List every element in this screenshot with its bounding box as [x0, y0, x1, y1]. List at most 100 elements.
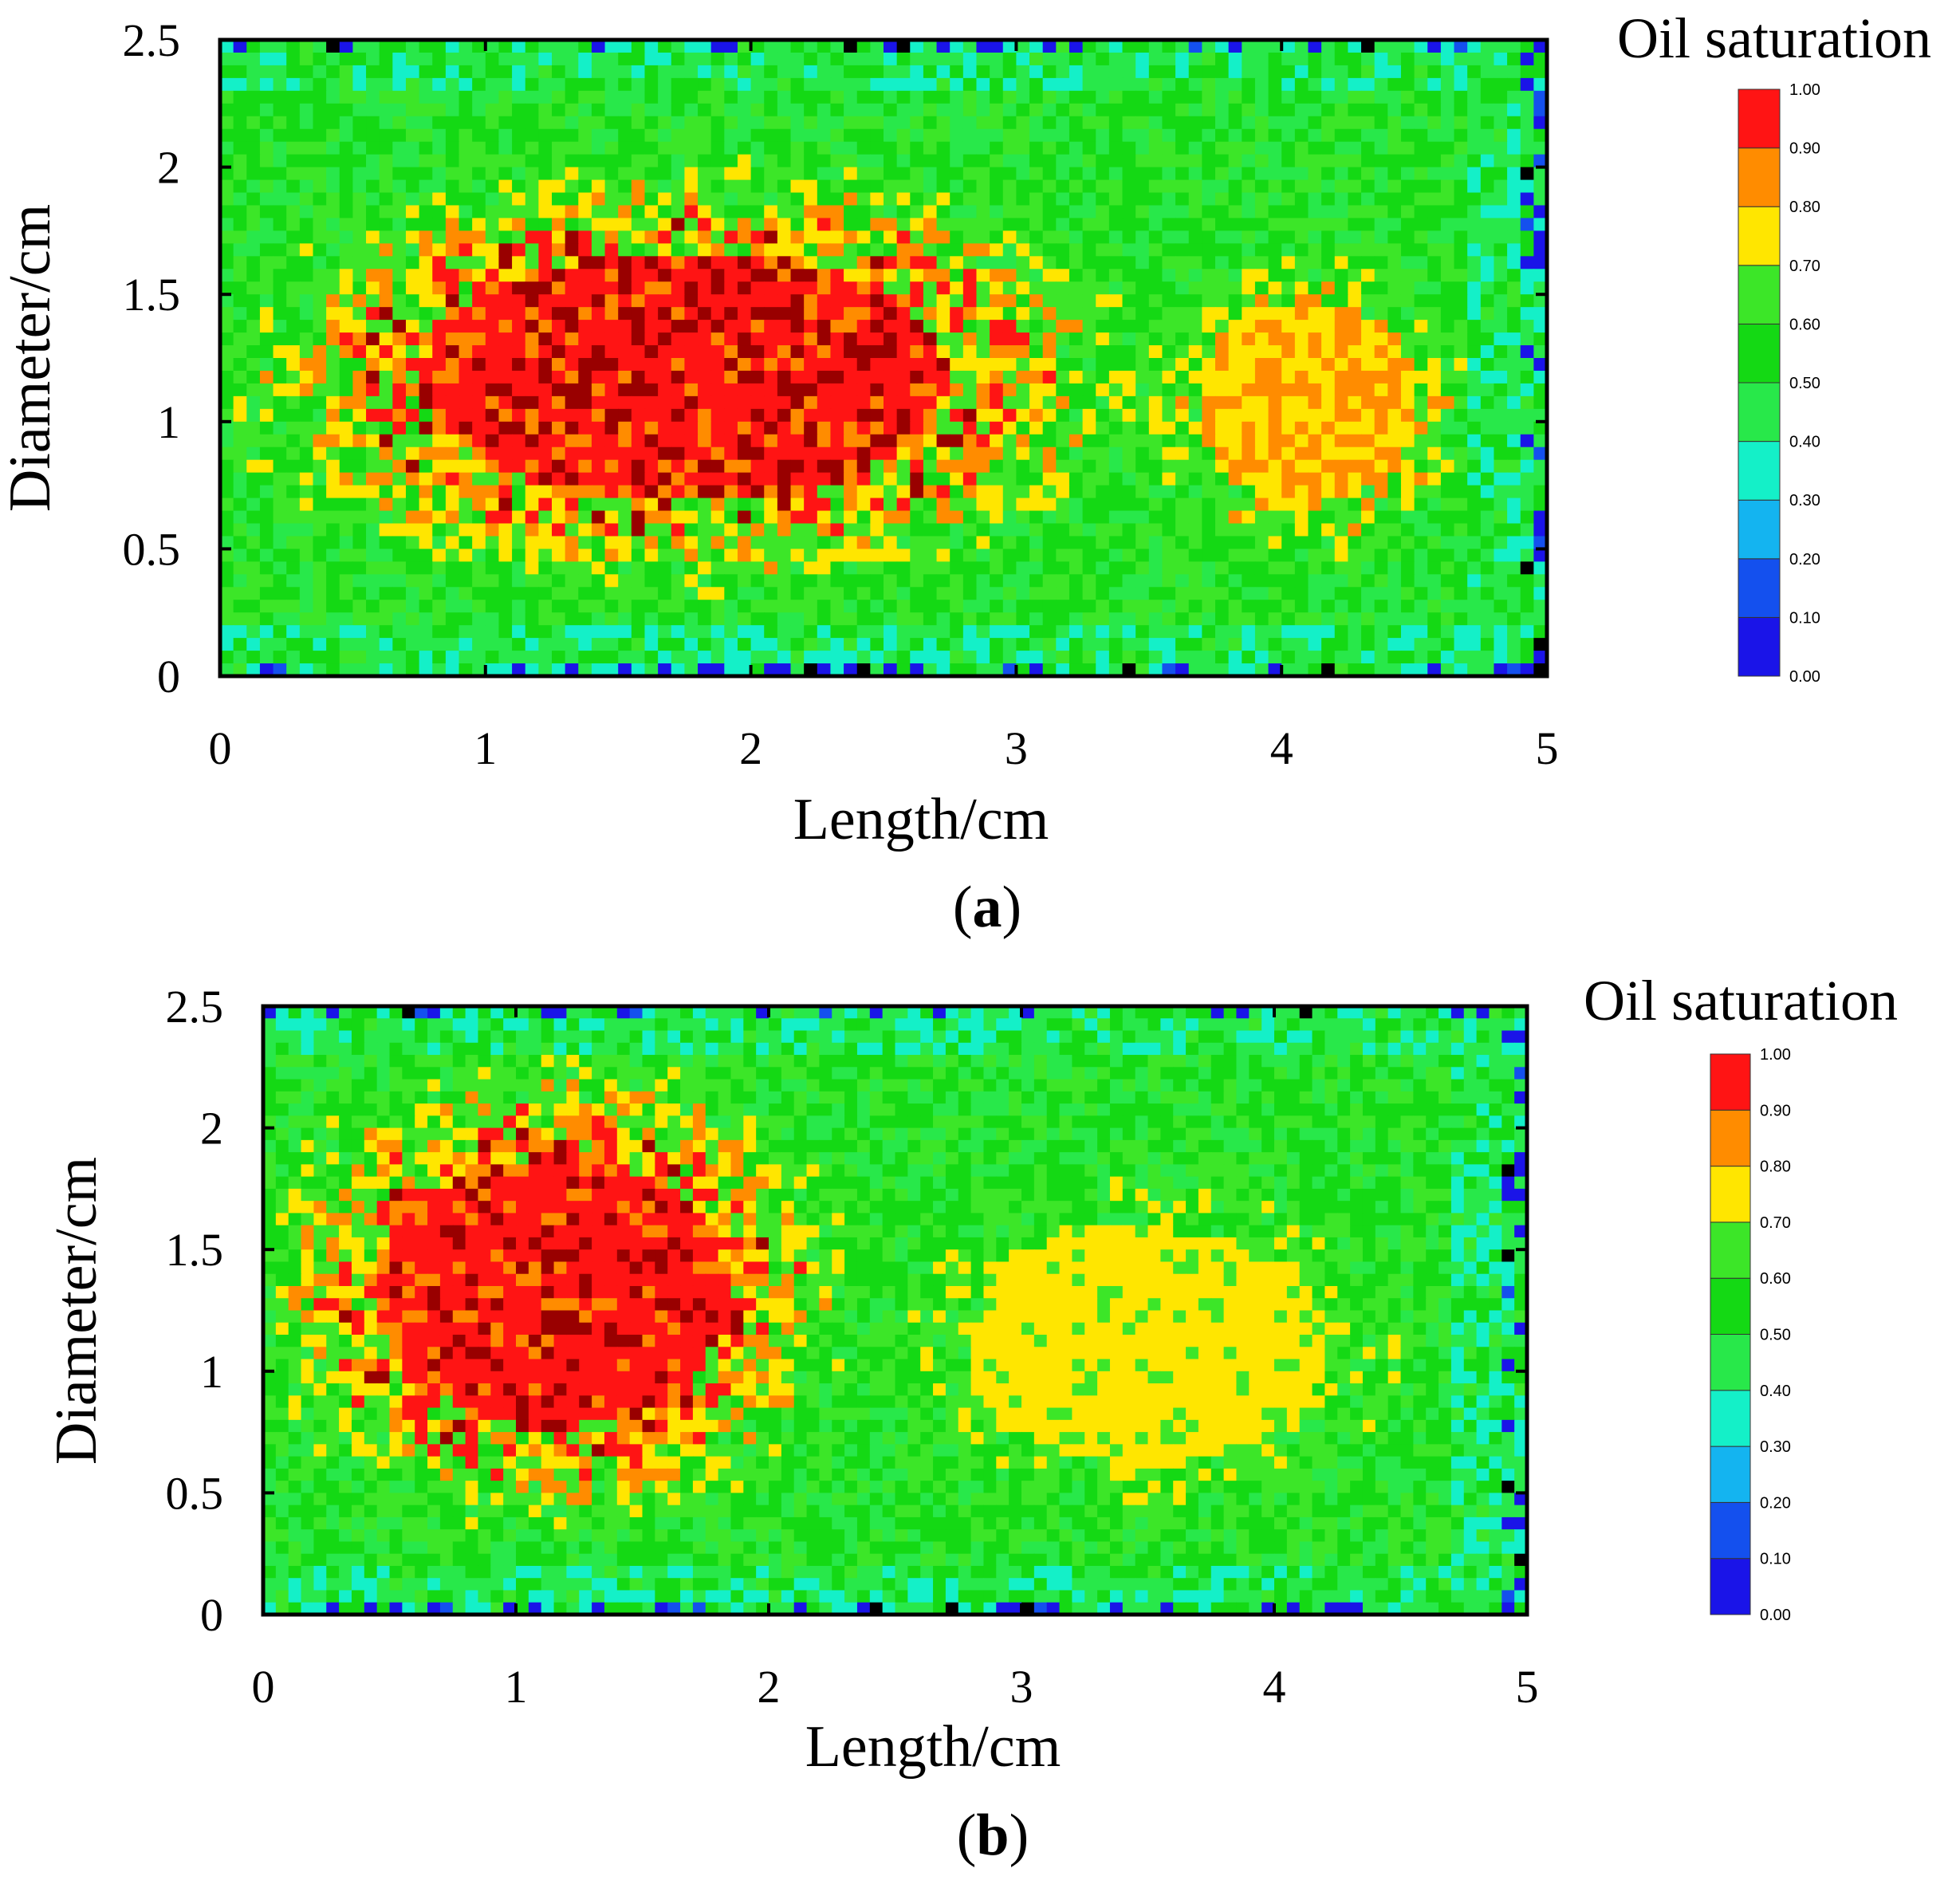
- heatmap-cell: [1321, 358, 1336, 372]
- heatmap-cell: [445, 446, 460, 461]
- heatmap-cell: [737, 167, 752, 181]
- heatmap-cell: [817, 574, 832, 588]
- heatmap-cell: [1281, 523, 1296, 537]
- heatmap-cell: [405, 536, 420, 549]
- heatmap-cell: [326, 65, 340, 79]
- heatmap-cell: [313, 536, 327, 549]
- heatmap-cell: [698, 65, 712, 79]
- heatmap-cell: [1454, 523, 1468, 537]
- heatmap-cell: [326, 103, 340, 117]
- heatmap-cell: [790, 205, 805, 219]
- heatmap-cell: [950, 651, 964, 664]
- heatmap-cell: [1520, 269, 1534, 282]
- heatmap-cell: [910, 472, 924, 486]
- heatmap-cell: [658, 320, 672, 333]
- heatmap-cell: [432, 281, 447, 295]
- heatmap-cell: [445, 205, 460, 219]
- heatmap-cell: [1427, 307, 1442, 321]
- heatmap-cell: [246, 561, 261, 575]
- heatmap-cell: [962, 269, 978, 282]
- heatmap-cell: [1135, 141, 1150, 155]
- heatmap-cell: [512, 574, 526, 588]
- heatmap-cell: [1414, 587, 1428, 600]
- heatmap-cell: [1175, 485, 1190, 499]
- heatmap-cell: [1242, 446, 1256, 461]
- heatmap-cell: [1108, 154, 1124, 168]
- heatmap-cell: [1281, 218, 1296, 231]
- heatmap-cell: [432, 269, 447, 282]
- heatmap-cell: [1454, 625, 1468, 639]
- heatmap-cell: [1148, 358, 1163, 372]
- heatmap-cell: [1108, 625, 1124, 639]
- heatmap-cell: [220, 141, 234, 155]
- heatmap-cell: [1042, 383, 1057, 397]
- heatmap-cell: [1507, 269, 1521, 282]
- heatmap-cell: [817, 77, 832, 92]
- heatmap-cell: [817, 103, 832, 117]
- heatmap-cell: [1414, 408, 1428, 423]
- heatmap-cell: [658, 612, 672, 626]
- heatmap-cell: [724, 358, 738, 372]
- heatmap-cell: [1294, 128, 1309, 143]
- heatmap-cell: [419, 383, 433, 397]
- heatmap-cell: [1042, 256, 1057, 269]
- heatmap-cell: [1348, 179, 1362, 194]
- heatmap-cell: [1029, 218, 1044, 231]
- heatmap-cell: [684, 587, 699, 600]
- heatmap-cell: [498, 307, 513, 321]
- heatmap-cell: [552, 281, 566, 295]
- heatmap-cell: [790, 52, 805, 66]
- heatmap-cell: [1108, 549, 1124, 562]
- heatmap-cell: [1533, 408, 1548, 423]
- heatmap-cell: [326, 116, 340, 130]
- heatmap-cell: [220, 243, 234, 257]
- heatmap-cell: [1494, 52, 1508, 66]
- heatmap-cell: [1148, 383, 1163, 397]
- heatmap-cell: [313, 638, 327, 651]
- heatmap-cell: [326, 408, 340, 423]
- heatmap-cell: [870, 434, 884, 448]
- heatmap-cell: [259, 523, 274, 537]
- heatmap-cell: [1414, 358, 1428, 372]
- heatmap-cell: [936, 358, 950, 372]
- heatmap-cell: [1308, 320, 1322, 333]
- heatmap-cell: [220, 587, 234, 600]
- heatmap-cell: [1096, 485, 1110, 499]
- heatmap-cell: [1108, 40, 1124, 53]
- heatmap-cell: [1321, 459, 1336, 474]
- heatmap-cell: [1361, 281, 1376, 295]
- heatmap-cell: [1029, 383, 1044, 397]
- heatmap-cell: [538, 103, 553, 117]
- heatmap-cell: [1400, 383, 1415, 397]
- heatmap-cell: [976, 510, 990, 525]
- heatmap-cell: [658, 421, 672, 435]
- heatmap-cell: [698, 256, 712, 269]
- heatmap-cell: [485, 498, 500, 512]
- heatmap-cell: [1387, 52, 1402, 66]
- heatmap-cell: [1467, 90, 1482, 104]
- heatmap-cell: [1056, 358, 1070, 372]
- heatmap-cell: [923, 243, 938, 257]
- heatmap-cell: [764, 612, 778, 626]
- heatmap-cell: [498, 65, 513, 79]
- heatmap-cell: [1202, 128, 1216, 143]
- heatmap-cell: [764, 383, 778, 397]
- heatmap-cell: [1427, 383, 1442, 397]
- heatmap-cell: [1056, 320, 1070, 333]
- heatmap-cell: [962, 498, 978, 512]
- heatmap-cell: [1427, 192, 1442, 207]
- heatmap-cell: [352, 523, 367, 537]
- heatmap-cell: [1520, 561, 1534, 575]
- heatmap-cell: [856, 52, 871, 66]
- heatmap-cell: [379, 446, 393, 461]
- heatmap-cell: [830, 485, 844, 499]
- heatmap-cell: [618, 345, 632, 359]
- heatmap-cell: [273, 179, 287, 194]
- heatmap-cell: [538, 307, 553, 321]
- heatmap-cell: [856, 612, 871, 626]
- heatmap-cell: [299, 408, 314, 423]
- heatmap-cell: [326, 218, 340, 231]
- heatmap-cell: [1122, 383, 1136, 397]
- heatmap-cell: [405, 408, 420, 423]
- heatmap-cell: [604, 549, 619, 562]
